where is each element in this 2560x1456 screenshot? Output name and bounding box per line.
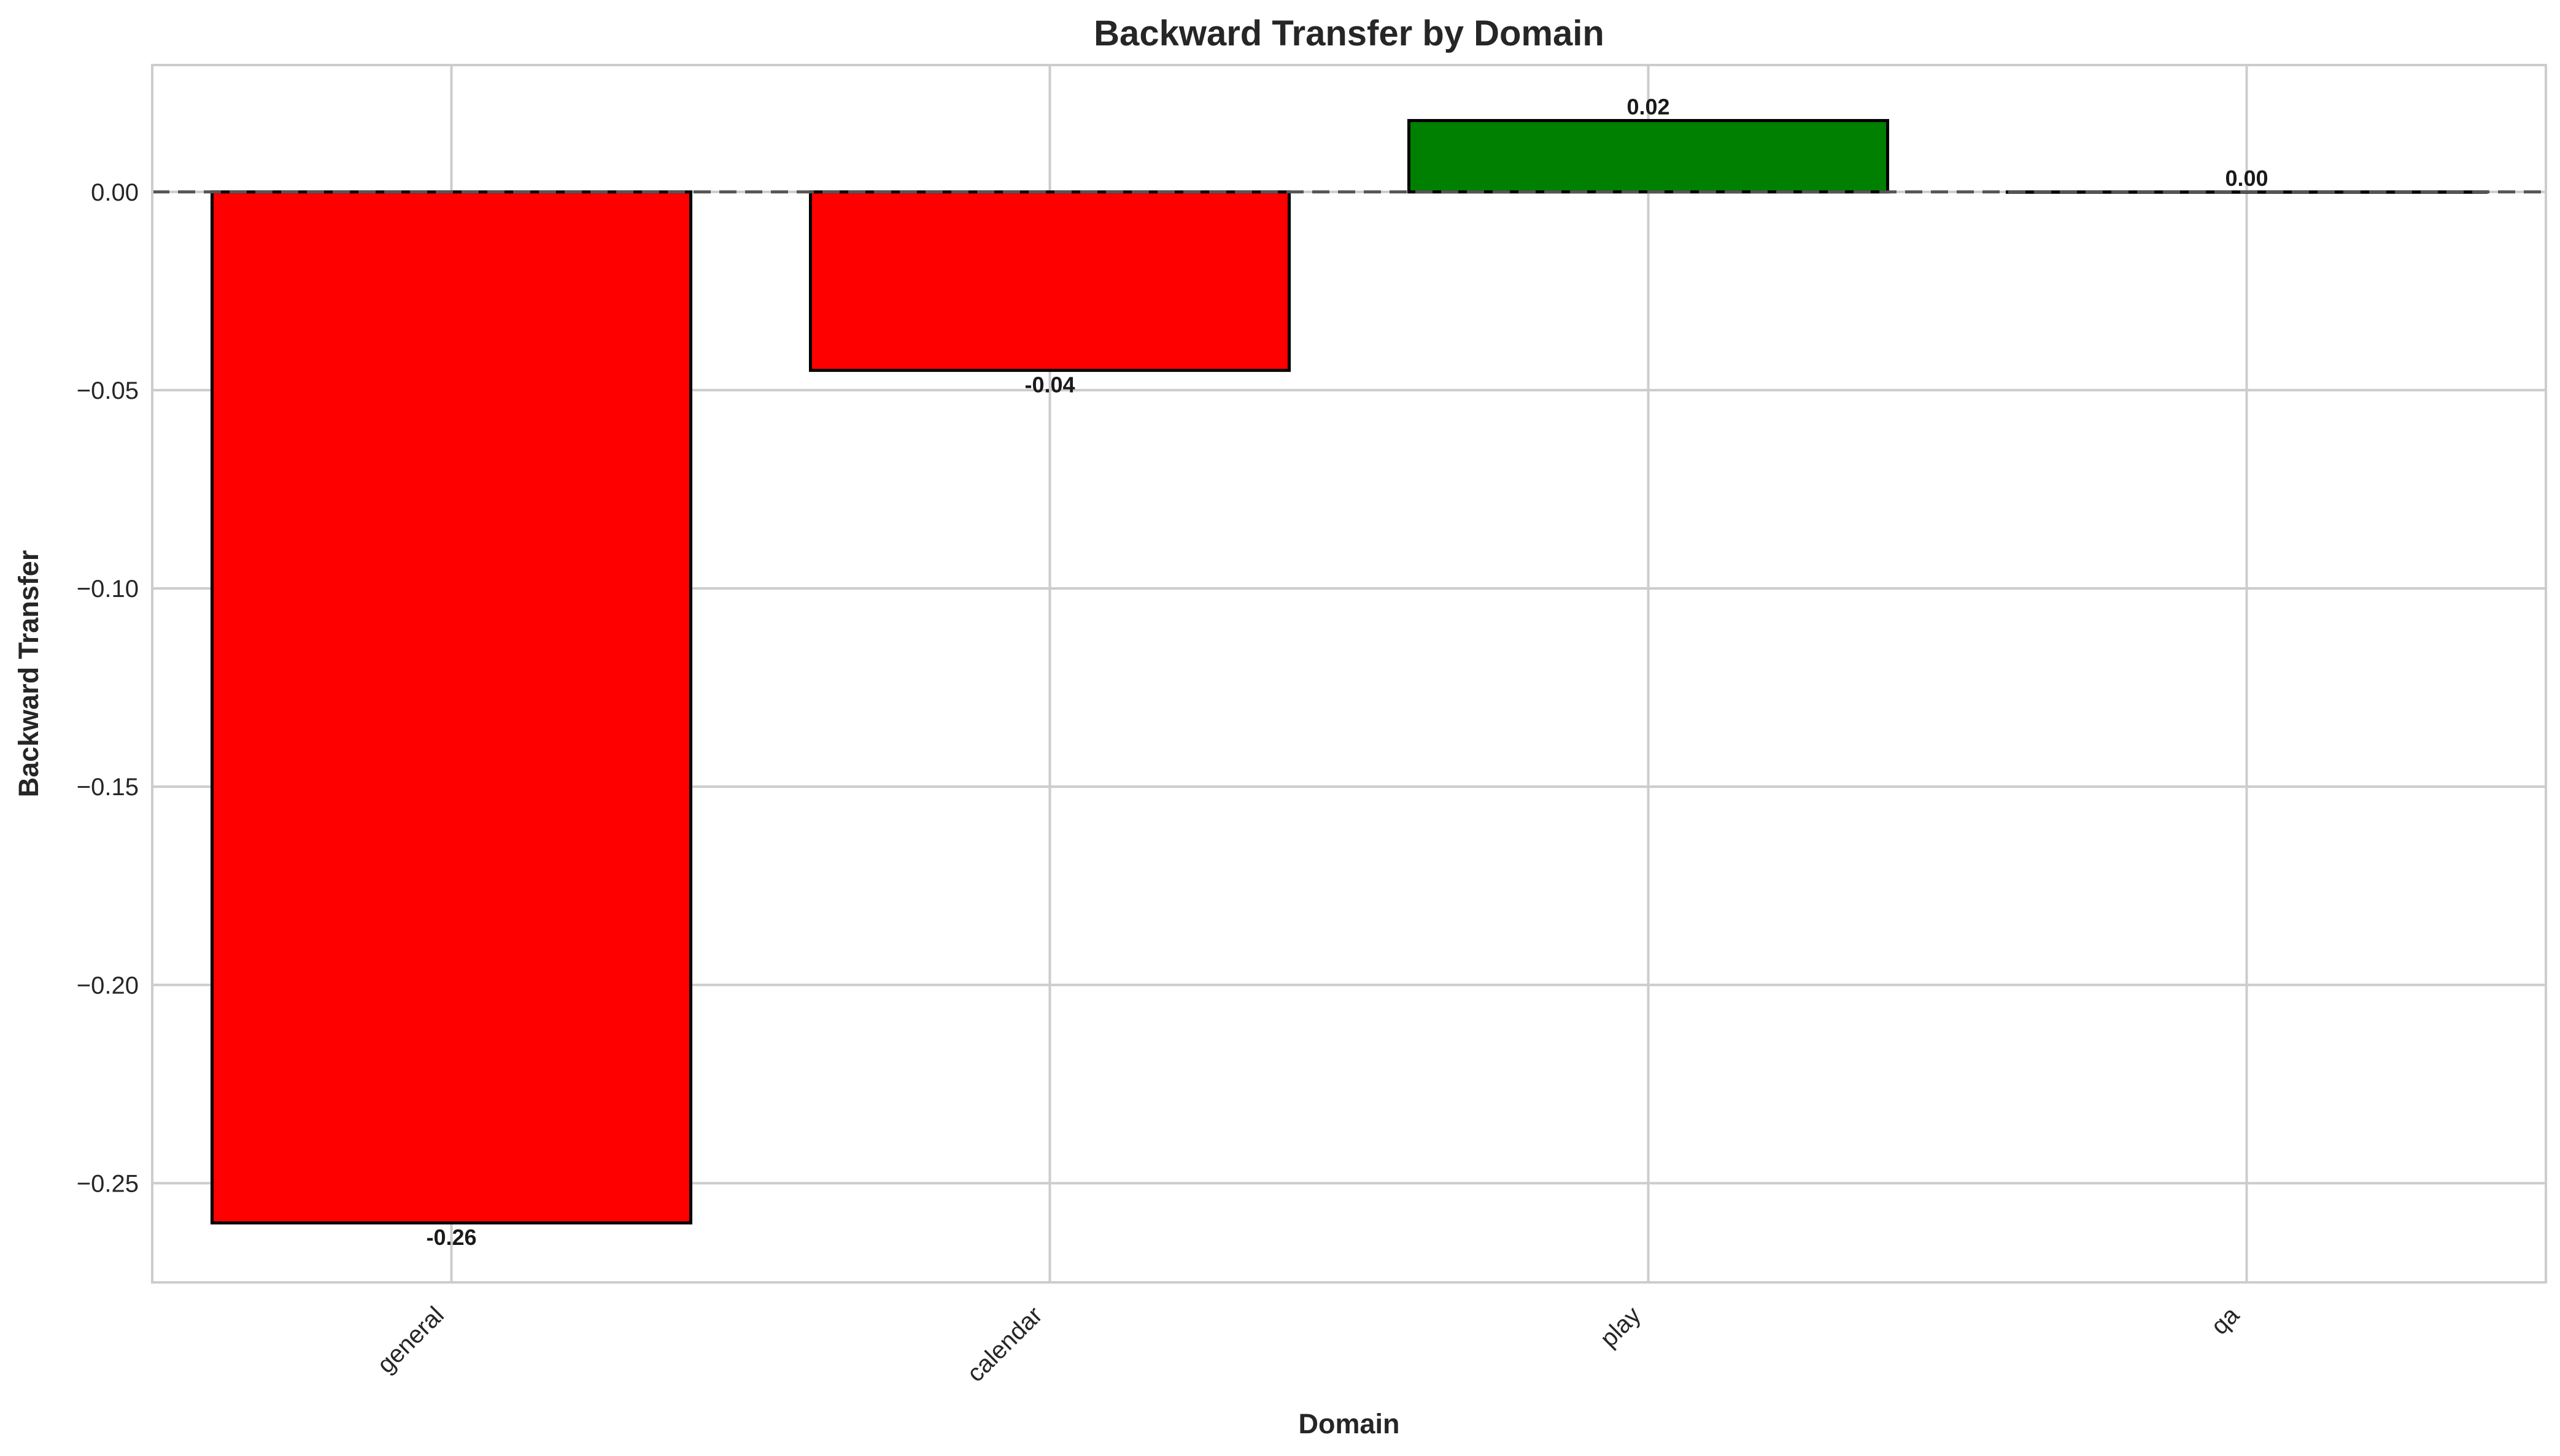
y-tick-label: −0.10 <box>77 576 139 603</box>
chart-title: Backward Transfer by Domain <box>1094 13 1604 53</box>
data-labels: -0.26 -0.04 0.02 0.00 <box>426 94 2268 1250</box>
y-axis-label: Backward Transfer <box>13 550 44 798</box>
data-label-general: -0.26 <box>426 1225 476 1250</box>
bar-play <box>1407 118 1889 194</box>
y-tick-label: −0.20 <box>77 972 139 999</box>
y-tick-label: −0.05 <box>77 377 139 404</box>
bar-calendar <box>809 190 1291 372</box>
y-axis-ticks: 0.00 −0.05 −0.10 −0.15 −0.20 −0.25 <box>77 179 139 1198</box>
plot-frame <box>151 64 2547 1284</box>
bars <box>211 118 2488 1225</box>
x-axis-label: Domain <box>1298 1408 1399 1439</box>
y-tick-label: 0.00 <box>91 179 139 206</box>
data-label-calendar: -0.04 <box>1024 372 1075 398</box>
data-label-qa: 0.00 <box>2225 166 2268 191</box>
data-label-play: 0.02 <box>1626 94 1669 119</box>
y-tick-label: −0.15 <box>77 774 139 801</box>
bar-general <box>211 190 692 1225</box>
y-tick-label: −0.25 <box>77 1170 139 1197</box>
